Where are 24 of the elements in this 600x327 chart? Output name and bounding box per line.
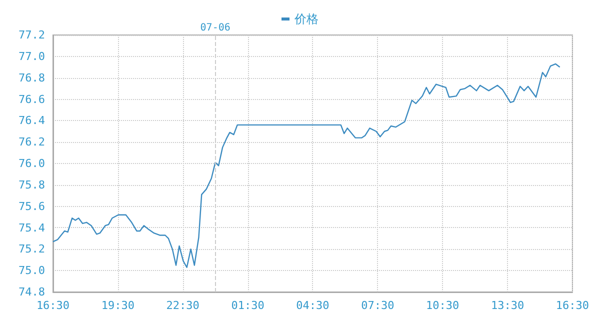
y-tick-label: 75.6 bbox=[18, 200, 45, 213]
ref-line-label: 07-06 bbox=[200, 22, 230, 34]
x-tick-label: 01:30 bbox=[231, 299, 264, 312]
y-tick-label: 77.0 bbox=[18, 50, 45, 63]
y-tick-label: 75.4 bbox=[18, 221, 46, 234]
x-tick-label: 16:30 bbox=[36, 299, 70, 312]
x-tick-label: 22:30 bbox=[166, 299, 200, 312]
y-tick-label: 75.2 bbox=[18, 242, 45, 256]
x-tick-label: 07:30 bbox=[361, 299, 394, 312]
y-tick-label: 75.0 bbox=[18, 264, 45, 278]
y-tick-label: 76.2 bbox=[18, 136, 45, 149]
y-tick-label: 76.0 bbox=[18, 157, 45, 170]
x-tick-label: 04:30 bbox=[296, 299, 330, 312]
x-tick-label: 10:30 bbox=[426, 299, 460, 312]
y-tick-label: 76.4 bbox=[18, 114, 46, 128]
y-tick-label: 77.2 bbox=[18, 28, 45, 42]
legend-label: 价格 bbox=[294, 12, 318, 26]
y-tick-label: 76.8 bbox=[18, 71, 45, 84]
x-tick-label: 13:30 bbox=[490, 299, 524, 312]
y-tick-label: 75.8 bbox=[18, 178, 45, 192]
x-tick-label: 16:30 bbox=[556, 299, 590, 312]
y-tick-label: 76.6 bbox=[18, 92, 45, 106]
x-tick-label: 19:30 bbox=[101, 299, 134, 312]
y-tick-label: 74.8 bbox=[18, 286, 45, 298]
